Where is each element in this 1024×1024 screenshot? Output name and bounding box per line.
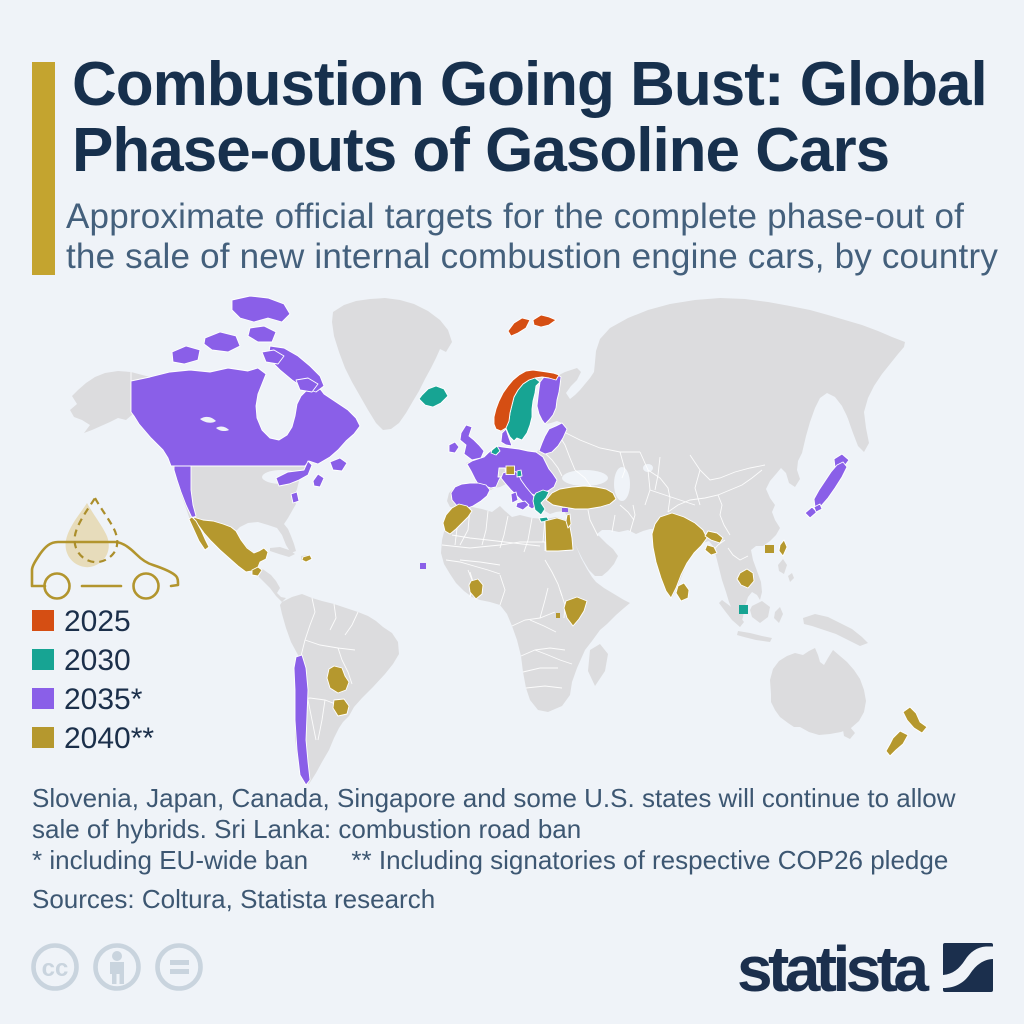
svg-text:cc: cc: [42, 955, 69, 982]
svg-text:statista: statista: [737, 933, 929, 1005]
